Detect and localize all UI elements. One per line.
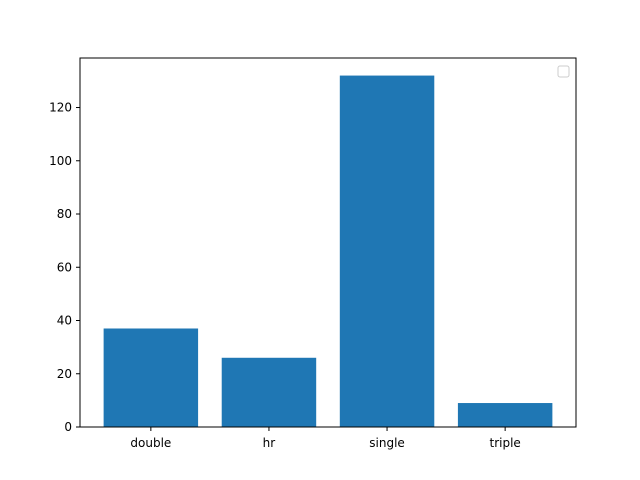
x-axis-ticks: double hr single triple (130, 427, 521, 450)
y-tick-label: 100 (49, 154, 72, 168)
x-tick-label: single (369, 436, 405, 450)
legend-box (557, 65, 570, 78)
y-tick-label: 120 (49, 101, 72, 115)
bar-triple (457, 403, 553, 427)
bar-single (339, 75, 435, 428)
x-tick-label: hr (263, 436, 276, 450)
plot-frame (79, 57, 577, 428)
y-tick-label: 20 (57, 367, 72, 381)
bar-double (103, 328, 199, 427)
y-tick-label: 80 (57, 207, 72, 221)
y-tick-label: 0 (64, 420, 72, 434)
bars-group (103, 75, 553, 428)
bar-hr (221, 357, 317, 427)
y-tick-label: 40 (57, 314, 72, 328)
y-tick-label: 60 (57, 260, 72, 274)
x-tick-label: double (130, 436, 171, 450)
x-tick-label: triple (489, 436, 520, 450)
y-axis-ticks: 0 20 40 60 80 100 120 (49, 101, 80, 434)
